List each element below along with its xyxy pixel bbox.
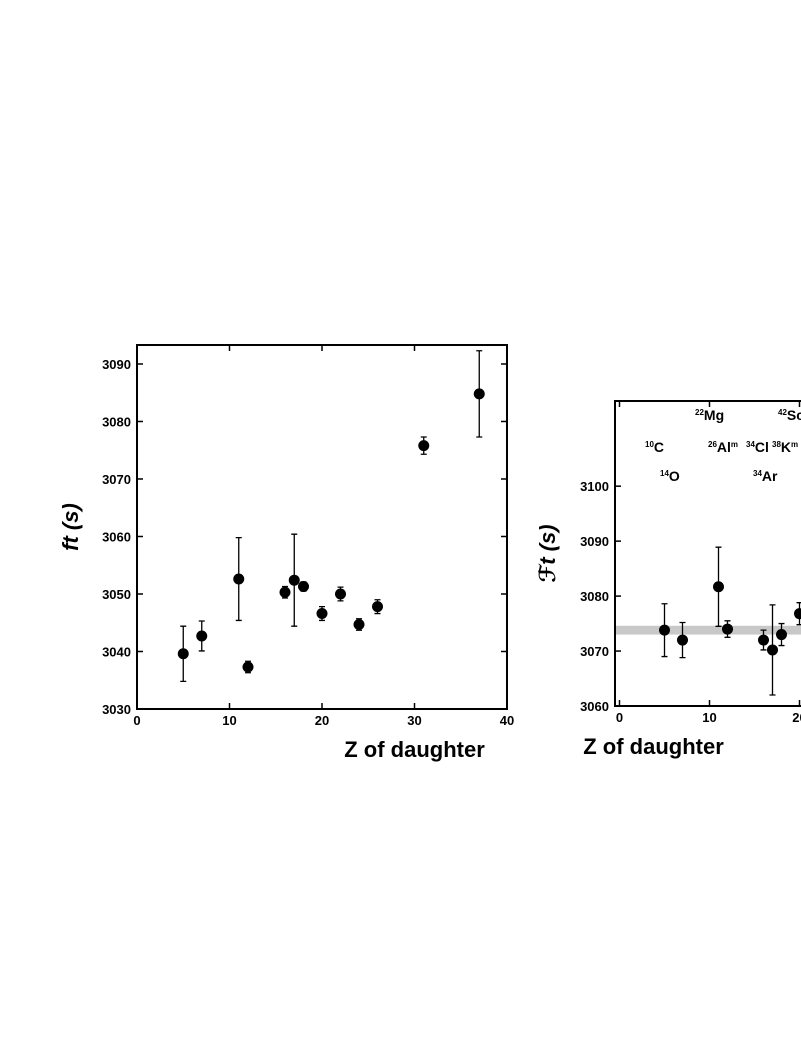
y-tick-label: 3050 (102, 587, 131, 602)
y-tick-label: 3070 (102, 472, 131, 487)
data-point (242, 661, 254, 673)
data-point (722, 623, 733, 635)
x-tick-label: 20 (315, 713, 329, 728)
data-point (473, 388, 485, 400)
x-tick-label: 20 (792, 710, 801, 725)
element-symbol: Al (717, 439, 731, 455)
element-symbol: Mg (704, 407, 724, 423)
element-symbol: Sc (787, 407, 801, 423)
data-point (335, 588, 346, 600)
mass-number: 42 (778, 408, 787, 417)
mass-number: 10 (645, 440, 654, 449)
y-tick-label: 3080 (102, 414, 131, 429)
x-tick-label: 10 (222, 713, 236, 728)
nuclide-label: 42Sc (778, 407, 801, 423)
mass-number: 26 (708, 440, 717, 449)
nuclide-label: 38Km (772, 439, 798, 455)
nuclide-label: 14O (660, 468, 680, 484)
element-symbol: C (654, 439, 664, 455)
y-axis-label: ℱt (s) (535, 524, 560, 582)
mass-number: 38 (772, 440, 781, 449)
data-point (196, 630, 208, 642)
x-tick-label: 10 (702, 710, 716, 725)
mass-number: 22 (695, 408, 704, 417)
element-symbol: Ar (762, 468, 778, 484)
x-tick-label: 40 (500, 713, 514, 728)
y-tick-label: 3060 (580, 699, 609, 714)
x-tick-label: 0 (133, 713, 140, 728)
plot-frame (136, 344, 508, 710)
data-point (233, 573, 245, 585)
nuclide-label: 34Cl (746, 439, 769, 455)
mass-number: 14 (660, 469, 669, 478)
y-tick-label: 3040 (102, 644, 131, 659)
y-tick-label: 3030 (102, 702, 131, 717)
data-point (659, 624, 670, 636)
data-point (353, 618, 365, 630)
x-tick-label: 0 (616, 710, 623, 725)
data-point (177, 648, 189, 660)
y-tick-label: 3090 (102, 357, 131, 372)
y-tick-label: 3100 (580, 479, 609, 494)
element-symbol: Cl (755, 439, 769, 455)
data-point (713, 581, 724, 593)
nuclide-label: 22Mg (695, 407, 724, 423)
chart: 30603070308030903100010203040Z of daught… (535, 400, 801, 759)
data-point (794, 608, 801, 620)
data-point (758, 634, 769, 646)
data-point (767, 644, 778, 656)
nuclide-label: 34Ar (753, 468, 778, 484)
data-point (677, 634, 688, 646)
data-point (316, 608, 328, 620)
y-axis-label: ft (s) (58, 503, 83, 551)
x-tick-label: 30 (407, 713, 421, 728)
isomer-mark: m (731, 440, 738, 449)
element-symbol: K (781, 439, 791, 455)
data-point (298, 581, 309, 593)
data-point (288, 574, 300, 586)
element-symbol: O (669, 468, 680, 484)
y-tick-label: 3090 (580, 534, 609, 549)
data-point (372, 601, 383, 613)
reference-band (615, 625, 801, 635)
data-point (776, 629, 787, 641)
plot-frame (614, 400, 801, 707)
isomer-mark: m (791, 440, 798, 449)
nuclide-label: 26Alm (708, 439, 738, 455)
x-axis-label: Z of daughter (583, 734, 724, 759)
y-tick-label: 3080 (580, 589, 609, 604)
data-point (279, 586, 291, 598)
x-axis-label: Z of daughter (344, 737, 485, 762)
nuclide-label: 10C (645, 439, 664, 455)
mass-number: 34 (746, 440, 755, 449)
y-tick-label: 3070 (580, 644, 609, 659)
mass-number: 34 (753, 469, 762, 478)
y-tick-label: 3060 (102, 529, 131, 544)
data-point (418, 440, 430, 452)
